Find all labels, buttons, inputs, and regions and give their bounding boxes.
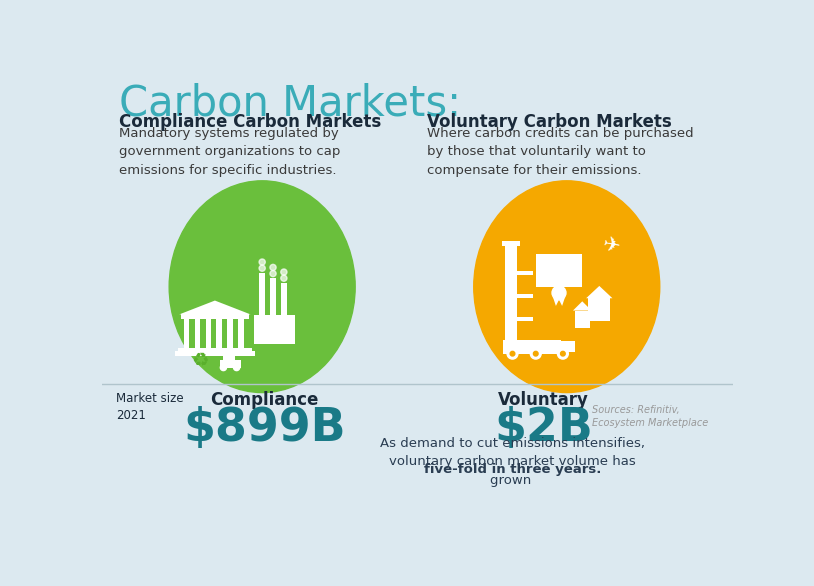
Bar (223, 356, 235, 362)
Text: ✈: ✈ (602, 234, 622, 257)
Text: Compliance Carbon Markets: Compliance Carbon Markets (119, 114, 381, 131)
Ellipse shape (474, 181, 660, 393)
Bar (281, 283, 287, 315)
Text: $2B: $2B (494, 406, 593, 451)
Circle shape (561, 352, 565, 356)
Bar (517, 318, 532, 321)
Circle shape (507, 348, 518, 359)
Bar (255, 315, 295, 345)
Bar (505, 244, 517, 345)
Text: Where carbon credits can be purchased
by those that voluntarily want to
compensa: Where carbon credits can be purchased by… (427, 127, 694, 176)
Text: Voluntary Carbon Markets: Voluntary Carbon Markets (427, 114, 672, 131)
Polygon shape (553, 297, 559, 306)
Bar (227, 319, 233, 348)
Text: five-fold in three years.: five-fold in three years. (424, 463, 602, 476)
Text: Sources: Refinitiv,
Ecosystem Marketplace: Sources: Refinitiv, Ecosystem Marketplac… (592, 404, 708, 428)
Bar (501, 241, 520, 246)
Text: Compliance: Compliance (210, 391, 319, 408)
Polygon shape (573, 301, 592, 311)
Circle shape (270, 271, 276, 277)
Bar (174, 352, 256, 356)
Bar (553, 340, 575, 352)
Text: Carbon Markets:: Carbon Markets: (119, 83, 461, 125)
Text: ♻: ♻ (191, 351, 209, 370)
Bar (220, 360, 241, 367)
Text: Mandatory systems regulated by
government organizations to cap
emissions for spe: Mandatory systems regulated by governmen… (119, 127, 340, 176)
Circle shape (558, 348, 568, 359)
Polygon shape (586, 286, 612, 298)
Bar (195, 319, 200, 348)
Bar (181, 315, 249, 319)
Circle shape (270, 264, 276, 271)
Bar (184, 319, 190, 348)
Circle shape (533, 352, 538, 356)
Circle shape (531, 348, 541, 359)
Bar (217, 319, 222, 348)
Text: $899B: $899B (183, 406, 346, 451)
Circle shape (259, 265, 265, 271)
Circle shape (234, 364, 239, 370)
Bar (517, 294, 532, 298)
Text: As demand to cut emissions intensifies,
voluntary carbon market volume has
grown: As demand to cut emissions intensifies, … (380, 437, 645, 487)
Bar (206, 319, 211, 348)
Ellipse shape (169, 181, 355, 393)
Text: Voluntary: Voluntary (498, 391, 589, 408)
Bar (536, 254, 582, 287)
Bar (259, 273, 265, 315)
Circle shape (221, 364, 226, 370)
Polygon shape (179, 301, 251, 315)
Polygon shape (559, 297, 565, 306)
Bar (270, 278, 276, 315)
Circle shape (281, 269, 287, 275)
Bar (575, 311, 590, 328)
Text: Market size
2021: Market size 2021 (116, 392, 183, 422)
Circle shape (259, 259, 265, 265)
Bar (589, 298, 610, 321)
Bar (517, 271, 532, 275)
Circle shape (510, 352, 514, 356)
Circle shape (552, 286, 566, 300)
Bar (177, 347, 252, 352)
Bar (503, 340, 562, 354)
Bar (239, 319, 243, 348)
Circle shape (281, 275, 287, 281)
